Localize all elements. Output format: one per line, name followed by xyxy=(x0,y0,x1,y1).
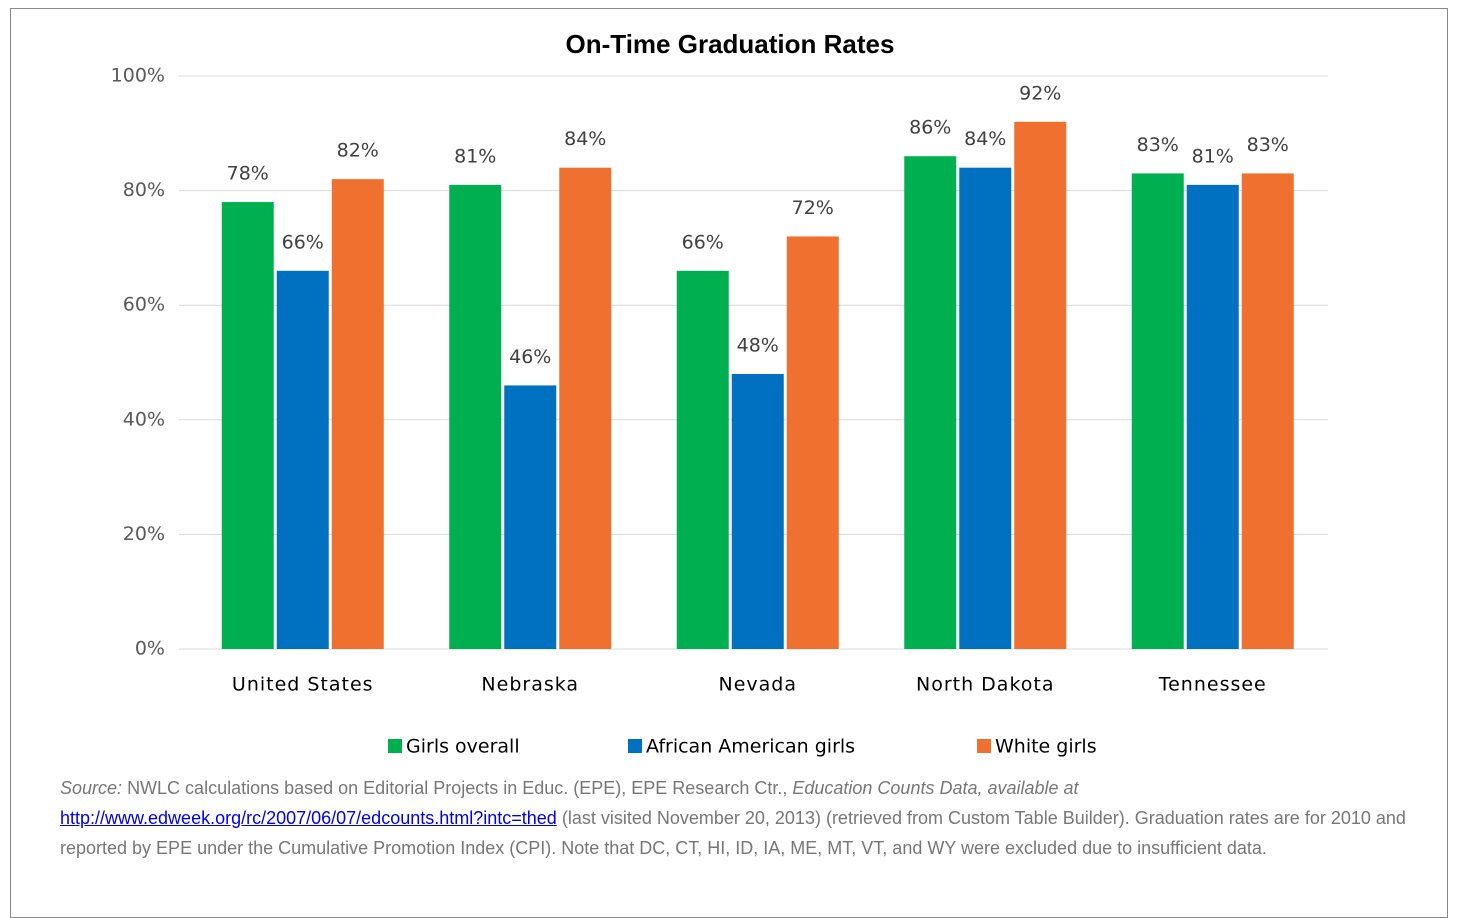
x-tick-label: Nevada xyxy=(719,674,798,696)
x-tick-label: Nebraska xyxy=(481,674,579,696)
bar xyxy=(1131,173,1184,649)
data-label: 48% xyxy=(737,334,779,356)
data-label: 81% xyxy=(454,145,496,167)
bar xyxy=(731,373,784,649)
y-tick-label: 100% xyxy=(111,65,165,87)
data-label: 84% xyxy=(964,128,1006,150)
data-label: 82% xyxy=(337,140,379,162)
y-tick-label: 80% xyxy=(123,179,165,201)
bar xyxy=(504,385,557,649)
data-label: 83% xyxy=(1247,134,1289,156)
data-label: 83% xyxy=(1137,134,1179,156)
footnote-text: (last visited November 20, 2013) (retrie… xyxy=(60,808,1406,858)
x-tick-label: North Dakota xyxy=(916,674,1055,696)
bar xyxy=(959,167,1012,649)
legend-label: Girls overall xyxy=(406,736,520,758)
chart-title: On-Time Graduation Rates xyxy=(566,29,895,59)
bar xyxy=(786,236,839,649)
bar xyxy=(221,202,274,649)
bar xyxy=(276,270,329,649)
bar xyxy=(331,179,384,649)
y-tick-label: 60% xyxy=(123,294,165,316)
footnote-link[interactable]: http://www.edweek.org/rc/2007/06/07/edco… xyxy=(60,808,557,828)
footnote: Source: NWLC calculations based on Edito… xyxy=(60,773,1430,863)
bar xyxy=(1014,121,1067,650)
data-label: 46% xyxy=(509,346,551,368)
data-label: 66% xyxy=(682,231,724,253)
source-label: Source: xyxy=(60,778,123,798)
data-label: 72% xyxy=(792,197,834,219)
data-label: 86% xyxy=(909,117,951,139)
legend-swatch xyxy=(388,739,402,753)
legend-swatch xyxy=(628,739,642,753)
bar xyxy=(1186,184,1239,649)
data-label: 78% xyxy=(227,163,269,185)
bar xyxy=(449,184,502,649)
legend-label: African American girls xyxy=(646,736,855,758)
data-label: 66% xyxy=(282,231,324,253)
data-label: 84% xyxy=(564,128,606,150)
bar xyxy=(676,270,729,649)
y-tick-label: 40% xyxy=(123,408,165,430)
bar xyxy=(1241,173,1294,649)
y-tick-label: 20% xyxy=(123,523,165,545)
data-label: 81% xyxy=(1192,145,1234,167)
bar xyxy=(904,156,957,649)
legend-swatch xyxy=(977,739,991,753)
data-label: 92% xyxy=(1019,82,1061,104)
footnote-text: NWLC calculations based on Editorial Pro… xyxy=(127,778,788,798)
x-tick-label: United States xyxy=(232,674,374,696)
bar xyxy=(559,167,612,649)
y-tick-label: 0% xyxy=(135,638,165,660)
x-tick-label: Tennessee xyxy=(1158,674,1267,696)
footnote-italic: Education Counts Data, available at xyxy=(792,778,1079,798)
legend-label: White girls xyxy=(995,736,1097,758)
